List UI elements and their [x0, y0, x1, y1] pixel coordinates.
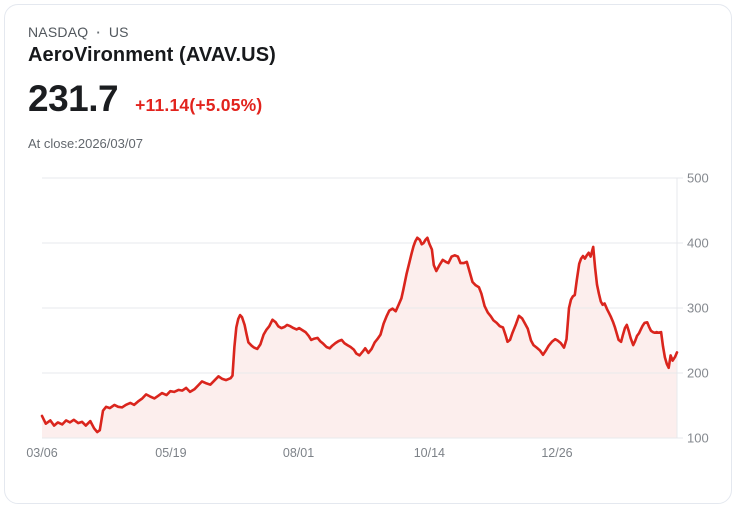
quote-header: NASDAQ · US AeroVironment (AVAV.US)	[28, 24, 276, 67]
price-change: +11.14(+5.05%)	[135, 95, 263, 115]
last-price: 231.7	[28, 78, 119, 119]
chart-x-tick-label: 12/26	[541, 446, 572, 460]
exchange-label: NASDAQ	[28, 24, 89, 40]
chart-y-tick-label: 400	[687, 236, 709, 251]
chart-price-line	[40, 236, 679, 434]
chart-y-tick-label: 100	[687, 431, 709, 446]
quote-card: NASDAQ · US AeroVironment (AVAV.US) 231.…	[4, 4, 732, 504]
price-row: 231.7 +11.14(+5.05%)	[28, 78, 263, 120]
chart-area-fill	[42, 237, 677, 438]
chart-x-tick-label: 05/19	[155, 446, 186, 460]
as-of-timestamp: At close:2026/03/07	[28, 136, 143, 151]
chart-x-tick-label: 10/14	[414, 446, 445, 460]
page-title: AeroVironment (AVAV.US)	[28, 44, 276, 66]
chart-y-tick-label: 200	[687, 366, 709, 381]
chart-y-tick-label: 300	[687, 301, 709, 316]
chart-x-tick-label: 03/06	[26, 446, 57, 460]
region-label: US	[108, 24, 129, 40]
chart-y-tick-label: 500	[687, 171, 709, 186]
chart-x-tick-label: 08/01	[283, 446, 314, 460]
market-line: NASDAQ · US	[28, 24, 276, 40]
separator-dot: ·	[96, 24, 101, 40]
